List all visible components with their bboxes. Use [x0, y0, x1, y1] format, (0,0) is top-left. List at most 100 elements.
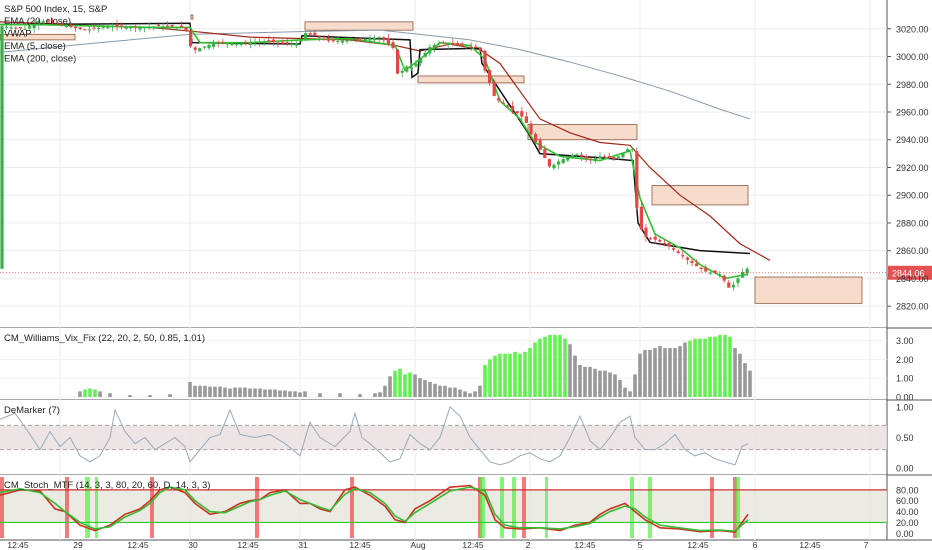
candle-body	[179, 25, 183, 28]
candle-body	[603, 156, 607, 158]
candle-body	[630, 149, 634, 151]
candle-body	[437, 43, 441, 45]
vix-bar	[388, 376, 392, 397]
vix-bar	[278, 390, 282, 397]
stoch-buy-highlight	[736, 477, 740, 538]
candle-body	[359, 38, 363, 40]
demarker-band	[0, 425, 887, 450]
candle-body	[506, 105, 510, 107]
candle-body	[409, 67, 413, 69]
candle-body	[414, 63, 418, 67]
candle-body	[97, 27, 101, 29]
vix-bar	[283, 390, 287, 397]
candle-body	[37, 21, 41, 26]
candle-body	[207, 44, 211, 49]
vix-bar	[593, 368, 597, 397]
vix-bar	[498, 353, 502, 397]
vix-bar	[248, 388, 252, 397]
candle-body	[511, 105, 515, 110]
legend-entry: EMA (200, close)	[4, 54, 76, 65]
candle-body	[120, 25, 124, 27]
candle-body	[529, 123, 533, 135]
candle-body	[189, 30, 193, 47]
candle-body	[327, 37, 331, 41]
supply-zone	[651, 185, 749, 206]
candle-body	[727, 282, 731, 288]
vix-bar	[548, 334, 552, 397]
candle-body	[561, 159, 565, 164]
candle-body	[322, 38, 326, 40]
vix-bar	[243, 387, 247, 397]
candle-body	[446, 43, 450, 45]
price-tick-label: 2900.00	[896, 191, 929, 201]
candle-body	[285, 42, 289, 44]
vix-bar	[603, 370, 607, 397]
candle-body	[488, 70, 492, 84]
candle-body	[18, 27, 22, 29]
candle-body	[557, 161, 561, 165]
vix-bar	[468, 393, 472, 397]
candle-body	[340, 40, 344, 43]
vix-bar	[553, 334, 557, 397]
candle-body	[110, 26, 114, 28]
vix-bar	[473, 391, 477, 397]
candle-body	[685, 257, 689, 260]
supply-zone	[304, 21, 414, 31]
candle-body	[345, 40, 349, 42]
time-axis-label: 12:45	[687, 540, 709, 550]
candle-body	[451, 42, 455, 45]
candle-body	[621, 152, 625, 158]
candle-body	[373, 37, 377, 41]
candle-body	[584, 155, 588, 159]
vix-bar	[588, 366, 592, 397]
candle-body	[419, 58, 423, 64]
candle-body	[87, 29, 91, 31]
vix-bar	[373, 393, 377, 397]
candle-body	[543, 149, 547, 159]
vix-bar	[503, 353, 507, 397]
candle-body	[644, 227, 648, 238]
time-axis-label: 5	[638, 540, 643, 550]
vix-bar	[428, 381, 432, 397]
candle-body	[69, 24, 73, 28]
time-axis-label: 30	[188, 540, 198, 550]
stoch-sell-highlight	[255, 477, 259, 538]
vix-bar	[563, 338, 567, 397]
vix-bar	[148, 395, 152, 397]
candle-body	[382, 37, 386, 41]
candle-body	[83, 29, 87, 31]
stoch-tick-label: 60.00	[896, 496, 919, 506]
vix-bar	[193, 385, 197, 397]
candle-body	[350, 40, 354, 42]
vix-bar	[263, 389, 267, 397]
vix-bar	[678, 346, 682, 397]
candle-body	[276, 42, 280, 44]
vix-bar	[223, 387, 227, 397]
candle-body	[9, 27, 13, 29]
candle-body	[290, 43, 294, 45]
vix-bar	[168, 394, 172, 397]
vix-bar	[293, 391, 297, 397]
stoch-sell-highlight	[350, 477, 354, 538]
candle-body	[317, 36, 321, 38]
time-axis-label: 12:45	[799, 540, 821, 550]
candle-body	[23, 28, 27, 30]
vix-bar	[88, 388, 92, 397]
candle-body	[708, 272, 712, 274]
price-tick-label: 2860.00	[896, 246, 929, 256]
vix-bar	[733, 348, 737, 397]
candle-body	[497, 97, 501, 101]
vix-bar	[218, 386, 222, 397]
pane-0	[0, 0, 887, 328]
vix-bar	[208, 386, 212, 397]
vix-bar	[303, 391, 307, 397]
vix-bar	[613, 374, 617, 397]
candle-body	[14, 27, 18, 29]
vix-bar	[393, 370, 397, 397]
stoch-buy-highlight	[500, 477, 504, 538]
time-axis-label: 12:45	[237, 540, 259, 550]
vix-bar	[463, 391, 467, 397]
candle-body	[722, 275, 726, 281]
candle-body	[695, 263, 699, 267]
candle-body	[281, 42, 285, 44]
